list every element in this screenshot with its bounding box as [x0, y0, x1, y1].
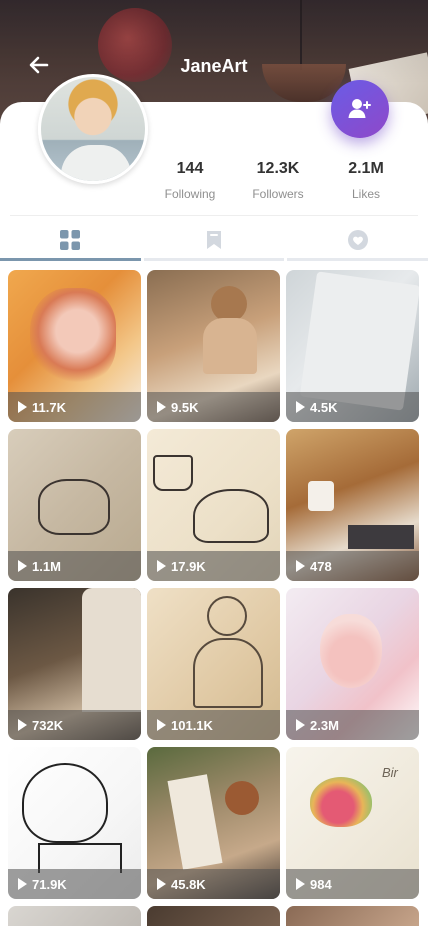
- play-icon: [296, 719, 305, 731]
- post-thumbnail[interactable]: 4.5K: [286, 270, 419, 422]
- grid-icon: [60, 229, 81, 250]
- post-thumbnail[interactable]: 71.9K: [8, 747, 141, 899]
- stat-value: 12.3K: [256, 160, 300, 177]
- play-icon: [157, 560, 166, 572]
- posts-grid: 11.7K 9.5K 4.5K 1.1M 17.9K 478 732K: [8, 270, 420, 926]
- view-count: 9.5K: [147, 392, 280, 422]
- tab-posts[interactable]: [0, 221, 141, 261]
- play-icon: [18, 560, 27, 572]
- view-count: 45.8K: [147, 869, 280, 899]
- play-icon: [18, 401, 27, 413]
- play-icon: [296, 878, 305, 890]
- stat-label: Followers: [252, 187, 304, 201]
- post-thumbnail[interactable]: [147, 906, 280, 926]
- view-count: 101.1K: [147, 710, 280, 740]
- post-thumbnail[interactable]: Bir 984: [286, 747, 419, 899]
- play-icon: [157, 878, 166, 890]
- post-thumbnail[interactable]: 17.9K: [147, 429, 280, 581]
- play-icon: [296, 401, 305, 413]
- post-thumbnail[interactable]: 9.5K: [147, 270, 280, 422]
- view-count: 1.1M: [8, 551, 141, 581]
- stat-label: Following: [164, 187, 216, 201]
- view-count: 478: [286, 551, 419, 581]
- post-thumbnail[interactable]: 101.1K: [147, 588, 280, 740]
- play-icon: [157, 719, 166, 731]
- post-thumbnail[interactable]: [8, 906, 141, 926]
- view-count: 732K: [8, 710, 141, 740]
- divider: [10, 215, 418, 216]
- stat-following[interactable]: 144 Following: [150, 160, 230, 201]
- avatar[interactable]: [38, 74, 148, 184]
- back-button[interactable]: [24, 50, 54, 80]
- stat-followers[interactable]: 12.3K Followers: [238, 160, 318, 201]
- play-icon: [18, 878, 27, 890]
- tab-saved[interactable]: [143, 221, 285, 261]
- content-tabs: [0, 221, 428, 261]
- stat-label: Likes: [351, 187, 380, 201]
- stat-likes[interactable]: 2.1M Likes: [326, 160, 406, 201]
- view-count: 11.7K: [8, 392, 141, 422]
- stat-value: 2.1M: [348, 160, 384, 177]
- post-thumbnail[interactable]: 1.1M: [8, 429, 141, 581]
- view-count: 17.9K: [147, 551, 280, 581]
- view-count: 2.3M: [286, 710, 419, 740]
- tab-liked[interactable]: [287, 221, 428, 261]
- bookmark-icon: [207, 230, 221, 249]
- add-user-icon: [348, 99, 371, 118]
- stat-value: 144: [176, 160, 204, 177]
- post-thumbnail[interactable]: 478: [286, 429, 419, 581]
- play-icon: [296, 560, 305, 572]
- post-thumbnail[interactable]: 732K: [8, 588, 141, 740]
- arrow-left-icon: [29, 56, 49, 74]
- post-thumbnail[interactable]: 11.7K: [8, 270, 141, 422]
- post-thumbnail[interactable]: 2.3M: [286, 588, 419, 740]
- view-count: 984: [286, 869, 419, 899]
- post-thumbnail[interactable]: 45.8K: [147, 747, 280, 899]
- profile-username: JaneArt: [180, 56, 248, 76]
- view-count: 71.9K: [8, 869, 141, 899]
- play-icon: [18, 719, 27, 731]
- heart-icon: [347, 229, 368, 250]
- follow-button[interactable]: [331, 80, 389, 138]
- play-icon: [157, 401, 166, 413]
- post-thumbnail[interactable]: [286, 906, 419, 926]
- view-count: 4.5K: [286, 392, 419, 422]
